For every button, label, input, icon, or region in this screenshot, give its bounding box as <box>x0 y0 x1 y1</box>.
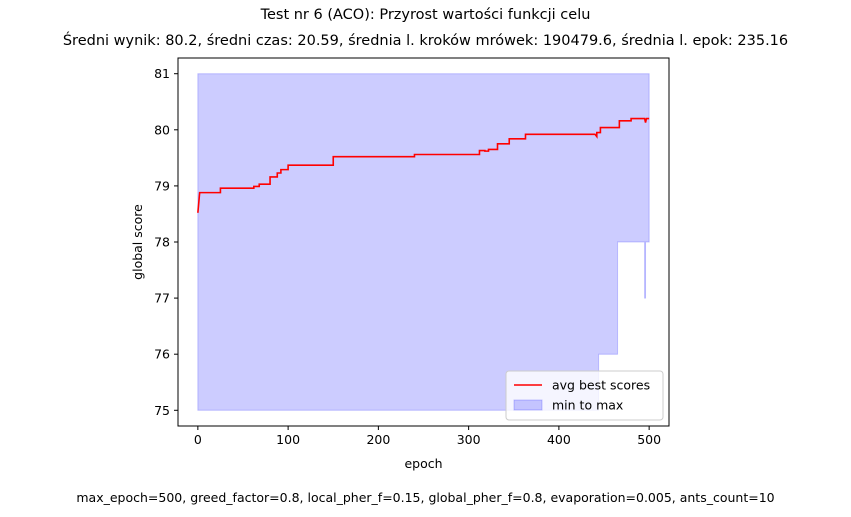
x-tick-label: 400 <box>547 432 571 447</box>
y-tick-label: 77 <box>154 291 170 306</box>
y-axis-label: global score <box>130 204 145 280</box>
y-tick-label: 76 <box>154 347 170 362</box>
x-tick-label: 500 <box>637 432 661 447</box>
x-axis-label: epoch <box>404 456 442 471</box>
x-tick-label: 200 <box>366 432 390 447</box>
y-tick-label: 81 <box>154 66 170 81</box>
x-tick-label: 0 <box>194 432 202 447</box>
chart-subtitle: Średni wynik: 80.2, średni czas: 20.59, … <box>62 33 789 49</box>
parameters-footer: max_epoch=500, greed_factor=0.8, local_p… <box>76 490 775 505</box>
line-avg-best-scores <box>197 117 650 213</box>
x-tick-label: 300 <box>457 432 481 447</box>
x-tick-label: 100 <box>276 432 300 447</box>
y-tick-label: 75 <box>154 403 170 418</box>
legend: avg best scores min to max <box>505 370 664 421</box>
legend-box <box>505 370 664 421</box>
legend-entry-band: min to max <box>552 398 623 413</box>
chart-title: Test nr 6 (ACO): Przyrost wartości funkc… <box>260 7 591 23</box>
legend-swatch-band <box>513 399 543 411</box>
band-min-to-max <box>197 73 650 411</box>
legend-entry-line: avg best scores <box>552 378 650 393</box>
y-tick-label: 80 <box>154 122 170 137</box>
y-tick-label: 79 <box>154 178 170 193</box>
y-tick-label: 78 <box>154 235 170 250</box>
